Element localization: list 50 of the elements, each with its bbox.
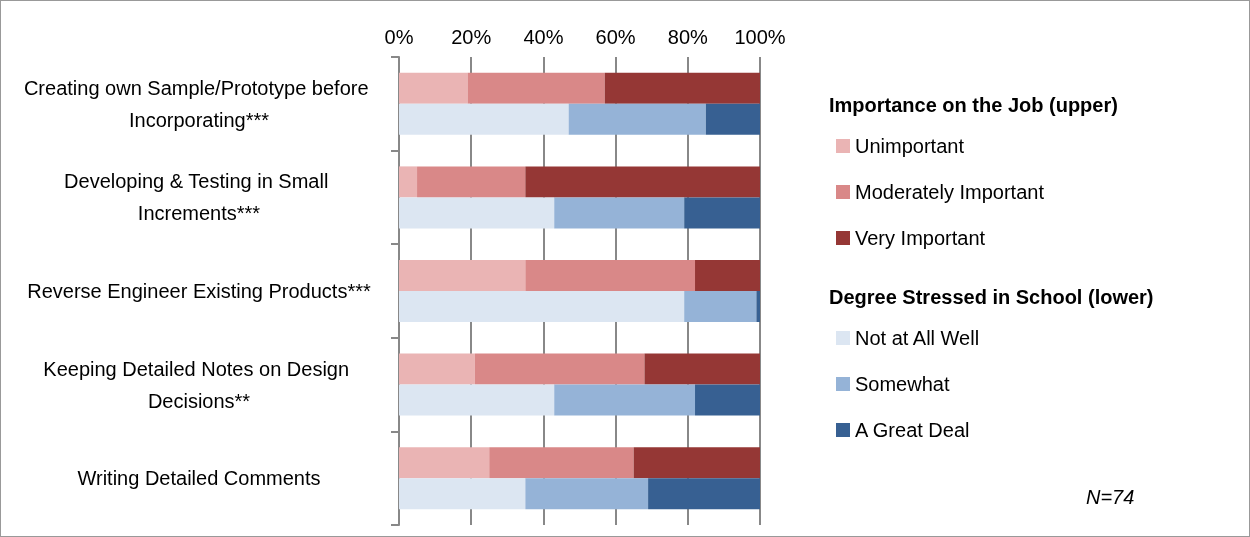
bar — [604, 72, 760, 104]
x-tick-label: 60% — [595, 26, 636, 48]
bar — [399, 478, 526, 510]
bar — [399, 447, 490, 479]
bar — [568, 103, 706, 135]
text: Importance on the Job (upper) — [829, 94, 1118, 116]
y-tick-label: Reverse Engineer Existing Products*** — [27, 280, 371, 302]
bar — [467, 72, 605, 104]
bar — [525, 166, 760, 198]
y-tick-label: Writing Detailed Comments — [77, 467, 321, 490]
y-tick-label: Creating own Sample/Prototype before Incorporating*** — [23, 76, 375, 131]
bar — [474, 353, 645, 385]
bar — [695, 260, 760, 291]
bar — [399, 291, 685, 322]
x-tick-label: 0% — [384, 26, 414, 48]
bar — [695, 384, 760, 416]
bar — [633, 447, 760, 479]
bar — [399, 72, 468, 104]
legend-label: Somewhat — [855, 373, 950, 395]
y-tick-label: Keeping Detailed Notes on Design Decisions** — [43, 357, 355, 412]
bar — [489, 447, 634, 479]
bar — [644, 353, 760, 385]
y-tick-label: Developing & Testing in Small Increments*** — [64, 170, 334, 225]
x-tick-label: 40% — [523, 26, 564, 48]
bar — [705, 103, 760, 135]
bar — [554, 197, 685, 229]
bar — [399, 260, 526, 291]
x-tick-label: 100% — [734, 26, 786, 48]
bar — [399, 384, 555, 416]
bar — [684, 291, 757, 322]
legend-label: Very Important — [855, 227, 986, 249]
bar — [525, 478, 649, 510]
bar — [399, 197, 555, 229]
text: Degree Stressed in School (lower) — [829, 286, 1154, 308]
legend-label: A Great Deal — [855, 419, 970, 441]
text: N=74 — [1086, 486, 1135, 508]
bar — [684, 197, 760, 229]
legend-label: Unimportant — [855, 135, 965, 157]
bar — [399, 166, 418, 198]
bar — [648, 478, 760, 510]
legend-label: Not at All Well — [855, 327, 980, 349]
legend-label: Moderately Important — [855, 181, 1045, 203]
x-tick-label: 80% — [667, 26, 709, 48]
bar — [399, 103, 569, 135]
bar — [554, 384, 696, 416]
bar — [417, 166, 526, 198]
x-tick-label: 20% — [451, 26, 492, 48]
bar — [399, 353, 475, 385]
bar — [525, 260, 696, 291]
bar — [756, 291, 760, 322]
